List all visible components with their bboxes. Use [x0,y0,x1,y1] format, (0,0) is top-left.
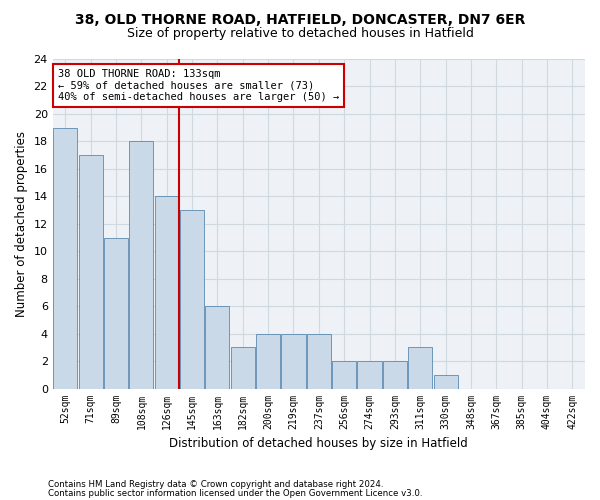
Bar [434,375,458,388]
Y-axis label: Number of detached properties: Number of detached properties [15,131,28,317]
Bar [408,348,432,389]
Text: 38 OLD THORNE ROAD: 133sqm
← 59% of detached houses are smaller (73)
40% of semi: 38 OLD THORNE ROAD: 133sqm ← 59% of deta… [58,69,339,102]
Bar [205,306,229,388]
Bar [332,361,356,388]
Bar [231,348,255,389]
Bar [307,334,331,388]
X-axis label: Distribution of detached houses by size in Hatfield: Distribution of detached houses by size … [169,437,468,450]
Bar [79,155,103,388]
Text: 38, OLD THORNE ROAD, HATFIELD, DONCASTER, DN7 6ER: 38, OLD THORNE ROAD, HATFIELD, DONCASTER… [75,12,525,26]
Bar [180,210,204,388]
Bar [130,142,154,388]
Text: Contains HM Land Registry data © Crown copyright and database right 2024.: Contains HM Land Registry data © Crown c… [48,480,383,489]
Text: Contains public sector information licensed under the Open Government Licence v3: Contains public sector information licen… [48,490,422,498]
Text: Size of property relative to detached houses in Hatfield: Size of property relative to detached ho… [127,28,473,40]
Bar [53,128,77,388]
Bar [256,334,280,388]
Bar [104,238,128,388]
Bar [281,334,305,388]
Bar [383,361,407,388]
Bar [358,361,382,388]
Bar [155,196,179,388]
